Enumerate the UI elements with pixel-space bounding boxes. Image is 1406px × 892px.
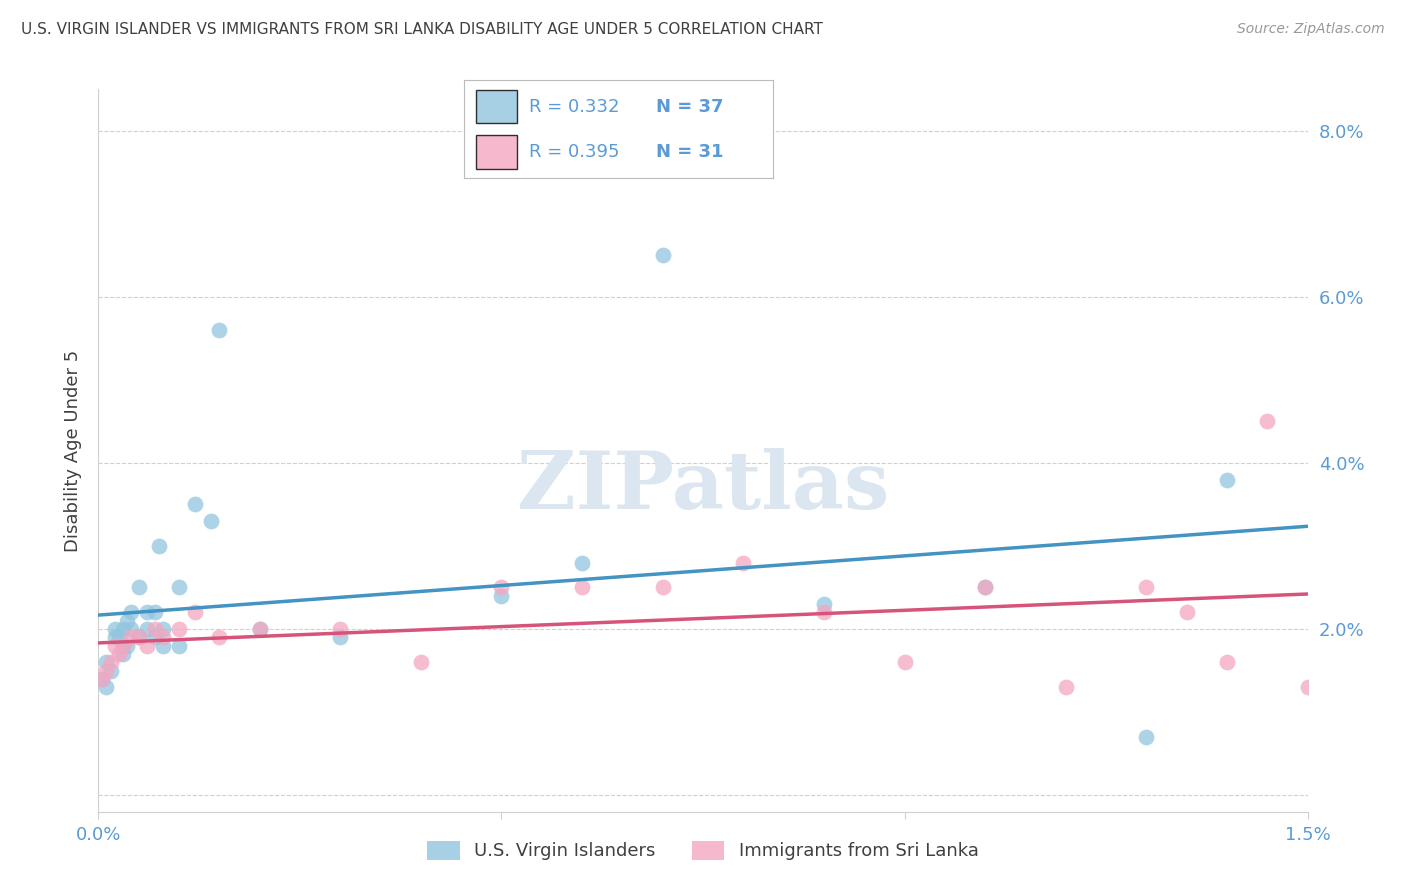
FancyBboxPatch shape: [477, 90, 516, 123]
Point: [1135, 581, 1157, 595]
Point: [111, 639, 134, 653]
Point: [115, 639, 138, 653]
Point: [571, 581, 593, 595]
Point: [1296, 680, 1319, 694]
Point: [128, 630, 150, 644]
Point: [1216, 655, 1239, 669]
Point: [200, 514, 222, 528]
Point: [249, 622, 271, 636]
Point: [184, 498, 207, 512]
Point: [1175, 606, 1198, 620]
Point: [120, 622, 142, 636]
Point: [143, 606, 166, 620]
Text: ZIPatlas: ZIPatlas: [517, 448, 889, 525]
Point: [96, 655, 118, 669]
Point: [143, 622, 166, 636]
Point: [120, 606, 142, 620]
Point: [491, 581, 513, 595]
Point: [115, 614, 138, 628]
Point: [100, 664, 122, 678]
Point: [96, 680, 118, 694]
Point: [135, 622, 157, 636]
Point: [329, 630, 352, 644]
Point: [1054, 680, 1077, 694]
Point: [974, 581, 997, 595]
Point: [651, 581, 673, 595]
Point: [103, 622, 125, 636]
FancyBboxPatch shape: [477, 136, 516, 169]
Point: [409, 655, 432, 669]
Point: [128, 581, 150, 595]
Point: [167, 639, 190, 653]
Point: [103, 630, 125, 644]
Point: [148, 539, 170, 553]
Point: [1256, 414, 1278, 428]
Point: [91, 672, 114, 686]
Y-axis label: Disability Age Under 5: Disability Age Under 5: [63, 350, 82, 551]
Point: [491, 589, 513, 603]
Point: [107, 630, 129, 644]
Point: [1135, 730, 1157, 744]
Point: [249, 622, 271, 636]
Point: [208, 323, 231, 337]
Point: [152, 639, 174, 653]
Point: [1337, 581, 1360, 595]
Point: [96, 664, 118, 678]
Point: [974, 581, 997, 595]
Point: [813, 606, 835, 620]
Text: R = 0.395: R = 0.395: [529, 143, 620, 161]
Point: [208, 630, 231, 644]
Point: [111, 647, 134, 661]
Point: [120, 630, 142, 644]
Point: [100, 655, 122, 669]
Point: [143, 630, 166, 644]
Text: R = 0.332: R = 0.332: [529, 98, 620, 116]
Point: [128, 630, 150, 644]
Text: Source: ZipAtlas.com: Source: ZipAtlas.com: [1237, 22, 1385, 37]
Text: U.S. VIRGIN ISLANDER VS IMMIGRANTS FROM SRI LANKA DISABILITY AGE UNDER 5 CORRELA: U.S. VIRGIN ISLANDER VS IMMIGRANTS FROM …: [21, 22, 823, 37]
Point: [733, 556, 755, 570]
Point: [1216, 473, 1239, 487]
Point: [111, 622, 134, 636]
Point: [91, 672, 114, 686]
Point: [111, 639, 134, 653]
Point: [135, 606, 157, 620]
Point: [152, 630, 174, 644]
Point: [152, 622, 174, 636]
Point: [571, 556, 593, 570]
Point: [651, 248, 673, 262]
Text: N = 37: N = 37: [655, 98, 723, 116]
Point: [167, 581, 190, 595]
Point: [167, 622, 190, 636]
Point: [103, 639, 125, 653]
Point: [107, 647, 129, 661]
Point: [135, 639, 157, 653]
Legend: U.S. Virgin Islanders, Immigrants from Sri Lanka: U.S. Virgin Islanders, Immigrants from S…: [420, 834, 986, 868]
Text: N = 31: N = 31: [655, 143, 723, 161]
Point: [813, 597, 835, 611]
Point: [184, 606, 207, 620]
Point: [893, 655, 915, 669]
Point: [329, 622, 352, 636]
